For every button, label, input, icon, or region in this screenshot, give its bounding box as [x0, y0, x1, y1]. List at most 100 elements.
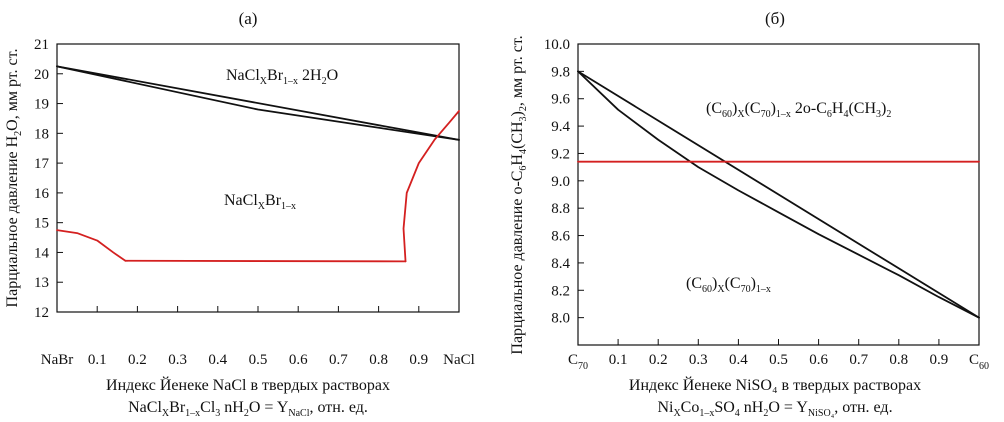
ylabel-part: (CH — [509, 121, 526, 149]
xlabel-sub: X — [673, 408, 681, 419]
ann-sub: X — [717, 284, 725, 295]
tick-text: 0.9 — [409, 352, 428, 368]
ann-sub: 2 — [322, 76, 327, 87]
ann-sub: 1–x — [756, 284, 771, 295]
panel-b-y-tick-label: 9.4 — [551, 119, 570, 135]
panel-a-y-tick-label: 18 — [34, 126, 49, 142]
xlabel-sub: NiSO₄ — [808, 408, 835, 419]
ann-part: NaCl — [226, 67, 260, 84]
ann-part: (CH — [848, 100, 876, 117]
panel-a-y-tick-label: 14 — [34, 245, 50, 261]
ylabel-part: O, мм рт. ст. — [4, 49, 21, 131]
panel-a-y-tick-label: 12 — [34, 305, 49, 321]
panel-a-x-tick-label: NaCl — [443, 352, 475, 368]
panel-a-y-tick-label: 21 — [34, 37, 49, 53]
panel-a-series-red-flat — [124, 259, 407, 263]
tick-text: 0.4 — [208, 352, 227, 368]
ylabel-part: H — [509, 154, 526, 166]
panel-a-x-tick-label: 0.4 — [208, 352, 227, 368]
panel-a-series-upper-black-1 — [56, 65, 460, 141]
panel-b-series — [577, 70, 980, 319]
panel-a-x-tick-label: NaBr — [41, 352, 74, 368]
panel-a-x-tick-label: 0.6 — [289, 352, 308, 368]
panel-b-x-ticks: C70 0.1 0.2 0.3 0.4 0.5 0.6 0.7 0.8 0.9 C60 — [568, 339, 989, 372]
ann-part: (C — [725, 275, 741, 292]
ann-part: Br — [267, 67, 284, 84]
panel-a-x-tick-label: 0.3 — [168, 352, 187, 368]
ylabel-sub: 4 — [518, 149, 529, 154]
xlabel-part: Ni — [657, 399, 674, 416]
xlabel-part: nH — [740, 399, 764, 416]
ann-sub: 70 — [761, 109, 771, 120]
panel-b-y-tick-label: 9.2 — [551, 146, 570, 162]
panel-b-x-tick-label: 0.9 — [930, 352, 949, 368]
ann-sub: 1–x — [776, 109, 791, 120]
xlabel-part: nH — [220, 399, 244, 416]
ann-sub: X — [258, 201, 266, 212]
xlabel-part: Br — [169, 399, 186, 416]
xlabel-sub: 1–x — [699, 408, 714, 419]
chart-panel-a: (а) NaBr 0.1 0.2 0.3 0.4 0.5 0.6 0.7 0.8 0.9 NaCl … — [4, 9, 475, 419]
ann-part: ) — [732, 100, 737, 117]
xlabel-sub: 2 — [244, 408, 249, 419]
ann-part: H — [832, 100, 844, 117]
panel-a-x-tick-label: 0.5 — [249, 352, 268, 368]
panel-b-x-tick-label: 0.5 — [769, 352, 788, 368]
panel-b-x-tick-label: 0.4 — [729, 352, 748, 368]
xlabel-sub: X — [162, 408, 170, 419]
ylabel-part: ) — [509, 111, 526, 116]
ann-part: ) — [771, 100, 776, 117]
ann-sub: 1–x — [281, 201, 296, 212]
tick-text: 0.7 — [329, 352, 348, 368]
ann-part: 2H — [298, 67, 322, 84]
panel-b-x-tick-label: 0.3 — [689, 352, 708, 368]
ann-part: ) — [751, 275, 756, 292]
ann-sub: 2 — [886, 109, 891, 120]
tick-text: 0.3 — [689, 352, 708, 368]
panel-b-xlabel-line2: NiXCo1–xSO4 nH2O = YNiSO₄, отн. ед. — [657, 399, 892, 419]
xlabel-sub: 1–x — [185, 408, 200, 419]
ann-sub: X — [260, 76, 268, 87]
panel-b-series-black-curved — [577, 70, 980, 319]
tick-text: 0.5 — [769, 352, 788, 368]
panel-b-y-tick-label: 8.6 — [551, 229, 570, 245]
panel-b-series-black-straight — [577, 70, 980, 319]
panel-b-y-tick-label: 9.8 — [551, 64, 570, 80]
panel-a-series — [56, 65, 460, 263]
xlabel-part: SO — [714, 399, 734, 416]
panel-a-y-tick-label: 19 — [34, 97, 49, 113]
panel-b-x-tick-label: C70 — [568, 352, 588, 372]
panel-b-x-tick-label: 0.8 — [889, 352, 908, 368]
ann-sub: X — [737, 109, 745, 120]
ann-part: Br — [265, 192, 282, 209]
panel-a-y-ticks: 12 13 14 15 16 17 18 19 20 21 — [34, 37, 63, 321]
tick-sub: 60 — [979, 361, 989, 372]
xlabel-sub: 4 — [735, 408, 740, 419]
tick-text: 0.6 — [289, 352, 308, 368]
tick-text: 0.4 — [729, 352, 748, 368]
xlabel-part: Cl — [200, 399, 216, 416]
tick-text: 0.3 — [168, 352, 187, 368]
xlabel-sub: NaCl — [288, 408, 309, 419]
chart-panel-b: (б) C70 0.1 0.2 0.3 0.4 0.5 0.6 0.7 0.8 0.9 C60 8.… — [509, 9, 989, 419]
panel-b-ylabel: Парциальное давление o-C6H4(CH3)2, мм рт… — [509, 35, 529, 354]
ann-part: (C — [745, 100, 761, 117]
panel-a-x-tick-label: 0.7 — [329, 352, 348, 368]
ann-sub: 70 — [741, 284, 751, 295]
tick-text: 0.2 — [128, 352, 147, 368]
xlabel-sub: 2 — [763, 408, 768, 419]
tick-text: 0.8 — [889, 352, 908, 368]
ann-sub: 3 — [876, 109, 881, 120]
panel-a-series-upper-black-2 — [56, 65, 460, 141]
panel-b-y-ticks: 8.0 8.2 8.4 8.6 8.8 9.0 9.2 9.4 9.6 9.8 10.0 — [544, 37, 584, 327]
tick-text: 0.1 — [609, 352, 628, 368]
ann-part: NaCl — [224, 192, 258, 209]
ann-sub: 1–x — [283, 76, 298, 87]
ann-part: ) — [712, 275, 717, 292]
panel-b-y-tick-label: 8.8 — [551, 201, 570, 217]
panel-b-y-tick-label: 9.6 — [551, 92, 570, 108]
panel-b-x-tick-label: 0.2 — [649, 352, 668, 368]
panel-b-annotation-solvate: (C60)X(C70)1–x 2o-C6H4(CH3)2 — [706, 100, 891, 120]
panel-a-ylabel: Парциальное давление H2O, мм рт. ст. — [4, 49, 24, 308]
